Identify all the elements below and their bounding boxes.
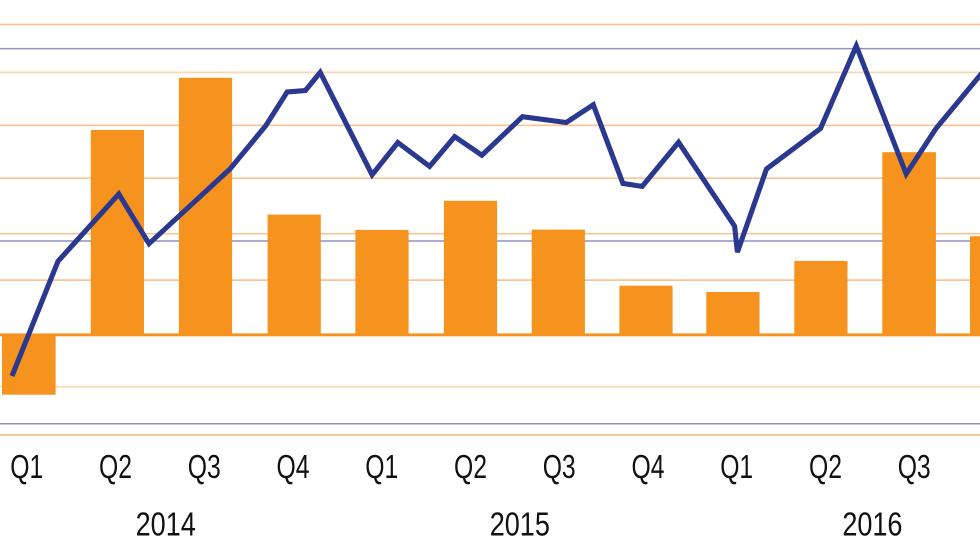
svg-text:Q4: Q4 (276, 450, 309, 486)
svg-text:Q2: Q2 (809, 450, 842, 486)
svg-text:Q1: Q1 (720, 450, 753, 486)
svg-text:Q1: Q1 (10, 450, 43, 486)
svg-text:2014: 2014 (136, 507, 196, 543)
svg-text:2016: 2016 (842, 507, 902, 543)
svg-text:Q1: Q1 (365, 450, 398, 486)
svg-text:Q3: Q3 (188, 450, 221, 486)
svg-text:Q2: Q2 (454, 450, 487, 486)
svg-text:Q3: Q3 (898, 450, 931, 486)
svg-text:Q2: Q2 (99, 450, 132, 486)
svg-text:2015: 2015 (490, 507, 550, 543)
svg-text:Q3: Q3 (543, 450, 576, 486)
svg-text:Q4: Q4 (631, 450, 664, 486)
